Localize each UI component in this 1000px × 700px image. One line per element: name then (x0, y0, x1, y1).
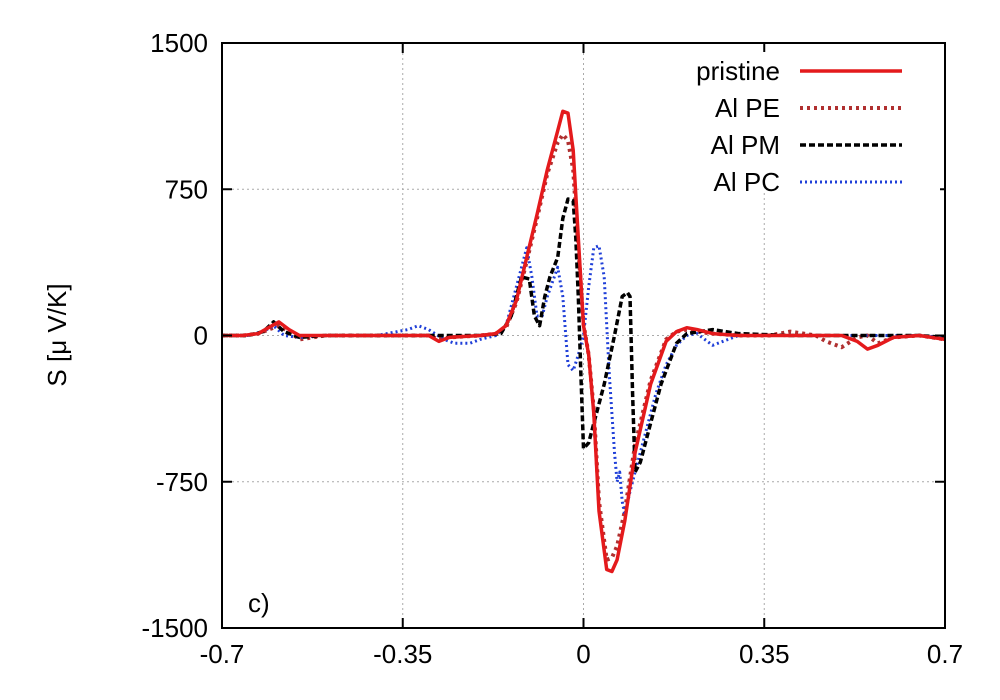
series-layer (222, 109, 945, 574)
y-tick-label: 0 (194, 321, 208, 351)
legend-background (640, 52, 940, 192)
legend-label: Al PE (715, 93, 780, 123)
x-tick-label: 0.7 (927, 639, 963, 669)
y-axis-label: S [μ V/K] (42, 283, 72, 386)
x-tick-label: -0.35 (373, 639, 432, 669)
y-tick-label: -750 (156, 467, 208, 497)
y-tick-label: 1500 (150, 28, 208, 58)
tick-labels: -0.7 -0.35 0 0.35 0.7 -1500 -750 0 750 1500 (142, 28, 964, 669)
legend-label: Al PC (714, 167, 780, 197)
legend-label: pristine (696, 56, 780, 86)
y-tick-label: -1500 (142, 613, 209, 643)
y-tick-label: 750 (165, 174, 208, 204)
x-tick-label: -0.7 (200, 639, 245, 669)
series-line-al-pe (222, 132, 945, 562)
x-tick-label: 0.35 (739, 639, 790, 669)
legend-label: Al PM (711, 130, 780, 160)
x-tick-label: 0 (576, 639, 590, 669)
panel-label: c) (248, 588, 270, 618)
series-line-pristine (222, 109, 945, 574)
legend: pristine Al PE Al PM Al PC (640, 52, 940, 197)
series-line-al-pc (222, 244, 945, 517)
axis-ticks (221, 42, 946, 629)
